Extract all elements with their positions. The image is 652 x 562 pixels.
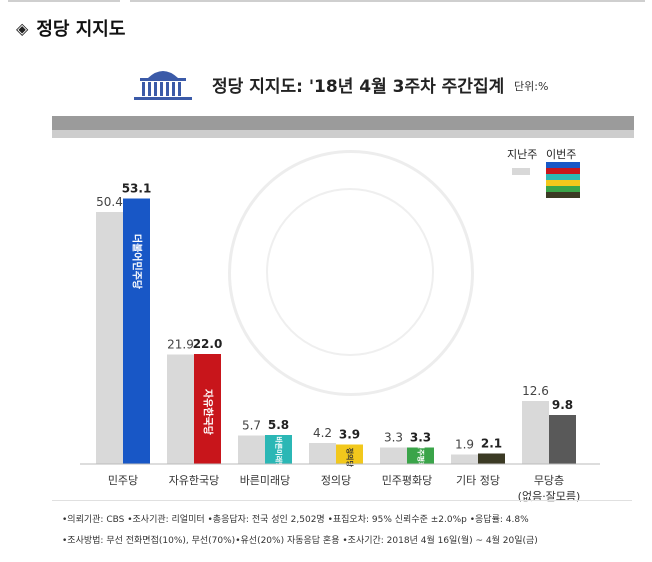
party-logo-text-3: 정의당	[346, 448, 355, 468]
bar-last-week-3	[309, 443, 336, 464]
legend-this-week-swatch	[546, 162, 580, 200]
diamond-bullet-icon: ◈	[16, 18, 29, 38]
party-logo-text-1: 자유한국당	[202, 389, 215, 436]
legend-stripe-3	[546, 180, 580, 186]
data-label-this-week-2: 5.8	[268, 418, 289, 432]
category-label-3: 정의당	[321, 474, 351, 487]
assembly-seal-watermark	[228, 150, 474, 396]
footnote-line-2: •조사방법: 무선 전화면접(10%), 무선(70%)•유선(20%) 자동응…	[62, 536, 538, 546]
footnote-line-1: •의뢰기관: CBS •조사기관: 리얼미터 •총응답자: 전국 성인 2,50…	[62, 515, 529, 525]
bar-last-week-6	[522, 401, 549, 464]
category-label-0: 민주당	[108, 474, 138, 487]
bar-last-week-0	[96, 212, 123, 464]
category-label-6: 무당층	[534, 474, 564, 487]
bar-this-week-1	[194, 354, 221, 464]
data-label-last-week-0: 50.4	[96, 195, 123, 209]
section-title: 정당 지지도	[36, 19, 126, 40]
bar-this-week-0	[123, 198, 150, 464]
title-divider-band-light	[52, 130, 634, 138]
legend-last-week-label: 지난주	[507, 148, 538, 161]
bar-last-week-1	[167, 354, 194, 464]
category-label-5: 기타 정당	[456, 474, 500, 487]
data-label-last-week-5: 1.9	[455, 438, 474, 452]
category-label-1: 자유한국당	[169, 474, 220, 487]
data-label-last-week-1: 21.9	[167, 338, 194, 352]
category-label-4: 민주평화당	[382, 474, 433, 487]
top-divider	[0, 0, 652, 3]
party-logo-text-4: 민주평화당	[417, 443, 426, 476]
bar-last-week-2	[238, 435, 265, 464]
bar-this-week-6	[549, 415, 576, 464]
category-label-2: 바른미래당	[240, 474, 291, 487]
data-label-this-week-6: 9.8	[552, 398, 573, 412]
bar-this-week-5	[478, 453, 505, 464]
bar-last-week-5	[451, 454, 478, 464]
legend-stripe-0	[546, 162, 580, 168]
category-label-6-sub: (없음·잘모름)	[518, 490, 581, 503]
data-label-this-week-1: 22.0	[193, 337, 223, 351]
legend-stripe-4	[546, 186, 580, 192]
bar-this-week-2	[265, 435, 292, 464]
data-label-last-week-6: 12.6	[522, 384, 549, 398]
party-logo-text-0: 더불어민주당	[131, 234, 144, 290]
bar-this-week-3	[336, 444, 363, 464]
assembly-seal-watermark-inner	[266, 188, 434, 356]
data-label-last-week-3: 4.2	[313, 426, 332, 440]
data-label-this-week-3: 3.9	[339, 428, 360, 442]
legend-last-week-swatch	[512, 168, 530, 175]
bar-this-week-4	[407, 447, 434, 464]
chart-unit: 단위:%	[514, 80, 549, 93]
footnote-divider	[52, 500, 632, 501]
chart-title: 정당 지지도: '18년 4월 3주차 주간집계	[212, 77, 505, 97]
party-logo-text-2: 바른미래당	[275, 436, 284, 469]
title-divider-band	[52, 116, 634, 130]
legend-stripe-5	[546, 192, 580, 198]
bar-last-week-4	[380, 447, 407, 464]
legend-this-week-label: 이번주	[546, 148, 577, 161]
legend-stripe-2	[546, 174, 580, 180]
national-assembly-icon	[134, 71, 192, 100]
legend-stripe-1	[546, 168, 580, 174]
data-label-this-week-5: 2.1	[481, 437, 502, 451]
data-label-this-week-0: 53.1	[122, 182, 152, 196]
data-label-last-week-4: 3.3	[384, 431, 403, 445]
section-header: ◈ 정당 지지도	[16, 16, 126, 41]
data-label-last-week-2: 5.7	[242, 419, 261, 433]
data-label-this-week-4: 3.3	[410, 431, 431, 445]
